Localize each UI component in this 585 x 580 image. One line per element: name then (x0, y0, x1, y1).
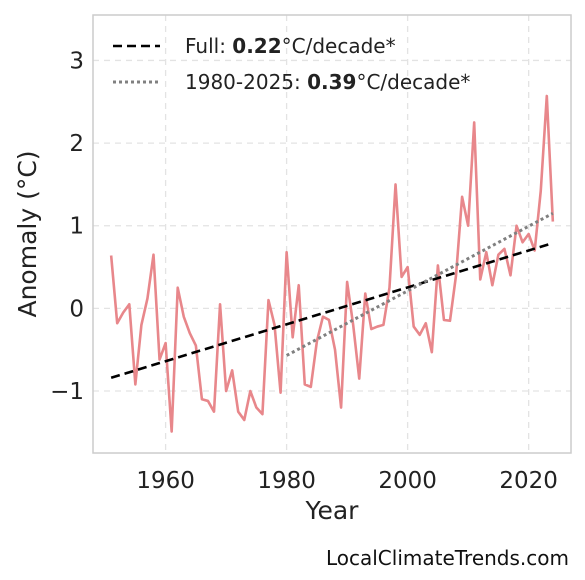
x-tick-labels: 1960 1980 2000 2020 (136, 468, 558, 494)
x-axis-label: Year (305, 496, 360, 525)
x-tick-label: 1960 (136, 468, 195, 494)
trend-line-1980-2025 (285, 212, 554, 357)
y-axis-label: Anomaly (°C) (13, 150, 42, 317)
y-tick-label: 0 (69, 296, 84, 322)
x-tick-label: 2020 (499, 468, 558, 494)
trend-line-full (110, 241, 554, 380)
y-tick-label: 3 (69, 48, 84, 74)
gridlines (93, 15, 571, 453)
legend-label: Full: 0.22°C/decade* (185, 34, 396, 58)
legend: Full: 0.22°C/decade*1980-2025: 0.39°C/de… (113, 34, 470, 94)
legend-suffix: °C/decade* (356, 70, 470, 94)
series-group (109, 94, 555, 433)
y-tick-label: 2 (69, 131, 84, 157)
y-tick-label: −1 (50, 379, 84, 405)
plot-frame (92, 14, 572, 454)
y-tick-label: 1 (69, 214, 84, 240)
x-tick-label: 2000 (378, 468, 437, 494)
y-tick-labels: −1 0 1 2 3 (50, 48, 84, 405)
legend-label: 1980-2025: 0.39°C/decade* (185, 70, 470, 94)
legend-prefix: 1980-2025: (185, 70, 307, 94)
legend-trend-value: 0.39 (307, 70, 356, 94)
legend-suffix: °C/decade* (282, 34, 396, 58)
x-tick-label: 1980 (257, 468, 316, 494)
legend-prefix: Full: (185, 34, 232, 58)
source-label: LocalClimateTrends.com (325, 546, 569, 570)
legend-trend-value: 0.22 (232, 34, 281, 58)
